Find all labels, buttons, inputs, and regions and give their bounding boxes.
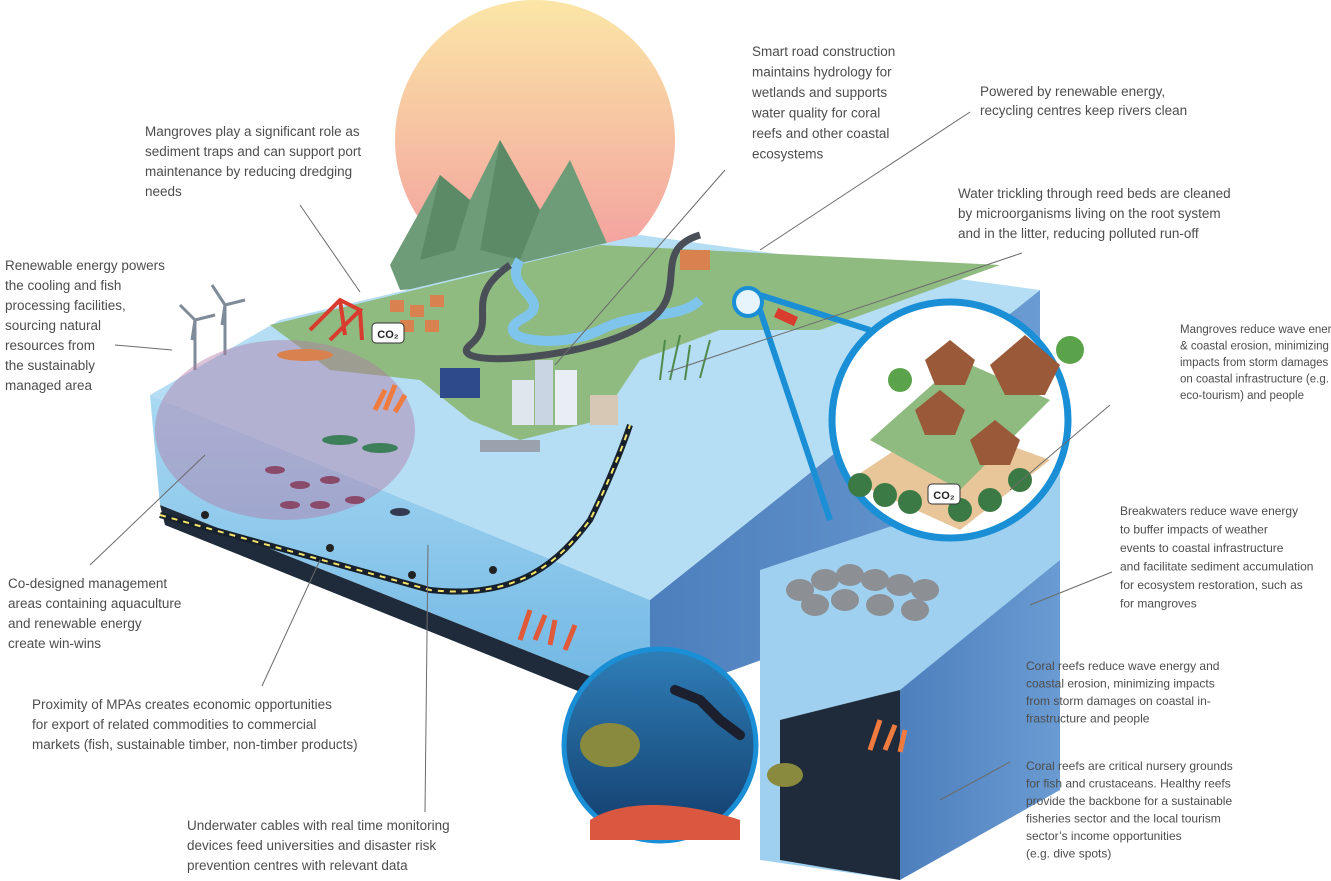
annotation-line: and facilitate sediment accumulation — [1120, 560, 1313, 574]
annotation-line: Coral reefs reduce wave energy and — [1026, 659, 1219, 673]
annotation-line: Breakwaters reduce wave energy — [1120, 504, 1298, 518]
management-area — [155, 340, 415, 520]
lower-block-front — [780, 690, 900, 880]
annotation-line: managed area — [5, 378, 93, 393]
annotation-line: from storm damages on coastal in- — [1026, 694, 1211, 708]
annotation-line: & coastal erosion, minimizing — [1180, 341, 1329, 353]
annotation-line: for export of related commodities to com… — [32, 717, 316, 732]
annotation-line: Co-designed management — [8, 576, 167, 591]
annotation-line: devices feed universities and disaster r… — [187, 838, 436, 853]
annotation-line: maintenance by reducing dredging — [145, 164, 352, 179]
icon-label: CO₂ — [933, 490, 955, 502]
annotation-line: wetlands and supports — [751, 85, 887, 100]
annotation-line: reefs and other coastal — [752, 126, 889, 141]
turtle — [580, 723, 640, 767]
annotation-line: for ecosystem restoration, such as — [1120, 578, 1303, 592]
annotation-line: events to coastal infrastructure — [1120, 541, 1284, 555]
annotation-line: create win-wins — [8, 636, 101, 651]
annotation-line: water quality for coral — [751, 106, 880, 121]
annotation-line: and in the litter, reducing polluted run… — [958, 226, 1199, 241]
annotation-line: fisheries sector and the local tourism — [1026, 812, 1221, 826]
page: {"annotations": [ {"lines": ["Smart road… — [0, 0, 1331, 881]
annotation-line: to buffer impacts of weather — [1120, 523, 1268, 537]
annotation-line: processing facilities, — [5, 298, 126, 313]
annotation-line: the cooling and fish — [5, 278, 121, 293]
infographic: Smart road construction maintains hydrolo… — [0, 0, 1331, 881]
annotation-line: recycling centres keep rivers clean — [980, 103, 1187, 118]
annotation-line: Smart road construction — [752, 44, 895, 59]
annotation-line: ecosystems — [752, 147, 824, 162]
annotation-line: sourcing natural — [5, 318, 101, 333]
annotation-line: sediment traps and can support port — [145, 144, 361, 159]
icon-label: CO₂ — [377, 329, 399, 341]
annotation-line: on coastal infrastructure (e.g. — [1180, 374, 1329, 386]
annotation-line: resources from — [5, 338, 95, 353]
annotation-line: impacts from storm damages — [1180, 357, 1329, 369]
annotation-line: prevention centres with relevant data — [187, 858, 408, 873]
annotation-line: Underwater cables with real time monitor… — [187, 818, 450, 833]
annotation-line: for fish and crustaceans. Healthy reefs — [1026, 777, 1231, 791]
annotation-line: and renewable energy — [8, 616, 142, 631]
annotation-line: the sustainably — [5, 358, 95, 373]
annotation-line: provide the backbone for a sustainable — [1026, 794, 1232, 808]
annotation-line: Mangroves reduce wave energy — [1180, 324, 1331, 336]
turtle — [767, 763, 803, 787]
annotation-line: markets (fish, sustainable timber, non-t… — [32, 737, 358, 752]
annotation-line: Water trickling through reed beds are cl… — [958, 186, 1231, 201]
annotation-line: sector’s income opportunities — [1026, 829, 1182, 843]
annotation-line: (e.g. dive spots) — [1026, 847, 1111, 861]
annotation-line: Powered by renewable energy, — [980, 84, 1165, 99]
annotation-line: coastal erosion, minimizing impacts — [1026, 677, 1215, 691]
annotation-line: Mangroves play a significant role as — [145, 124, 360, 139]
annotation-line: eco-tourism) and people — [1180, 390, 1304, 402]
annotation-line: frastructure and people — [1026, 712, 1150, 726]
annotation-line: maintains hydrology for — [752, 65, 892, 80]
annotation-line: needs — [145, 184, 182, 199]
annotation-line: for mangroves — [1120, 597, 1197, 611]
annotation-line: Renewable energy powers — [5, 258, 165, 273]
annotation-line: areas containing aquaculture — [8, 596, 181, 611]
annotation-line: Proximity of MPAs creates economic oppor… — [32, 697, 332, 712]
magnifier — [734, 288, 762, 316]
annotation-line: by microorganisms living on the root sys… — [958, 206, 1221, 221]
annotation-line: Coral reefs are critical nursery grounds — [1026, 759, 1233, 773]
